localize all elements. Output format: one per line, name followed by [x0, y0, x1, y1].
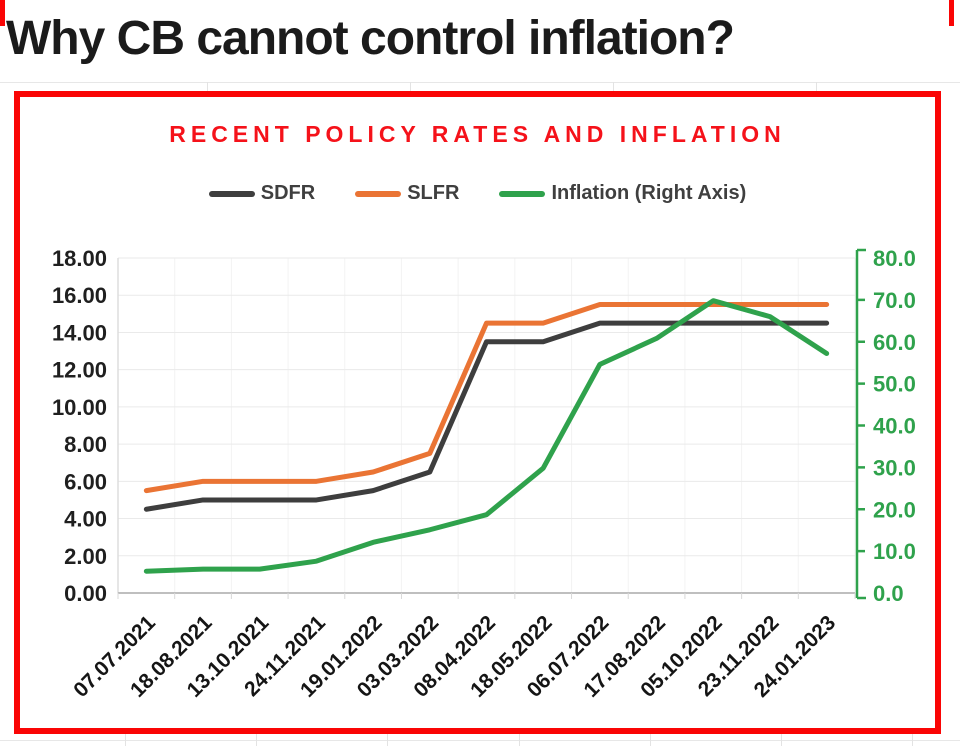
sheet-column-tick [816, 82, 817, 91]
sheet-column-tick [781, 730, 782, 746]
chart-legend: SDFR SLFR Inflation (Right Axis) [20, 182, 935, 205]
legend-line-swatch [499, 190, 546, 197]
chart-title: RECENT POLICY RATES AND INFLATION [169, 121, 786, 147]
legend-item-inflation-right-axis: Inflation (Right Axis) [499, 182, 746, 205]
legend-label: SDFR [260, 182, 316, 204]
sheet-gridline-top [0, 82, 960, 83]
legend-line-swatch [208, 190, 255, 197]
legend-label: SLFR [407, 182, 460, 204]
outer-frame-fragment-right [949, 0, 954, 26]
legend-label: Inflation (Right Axis) [551, 182, 747, 204]
sheet-column-tick [125, 730, 126, 746]
legend-item-sdfr: SDFR [208, 182, 316, 205]
legend-item-slfr: SLFR [355, 182, 459, 205]
outer-frame-fragment-left [0, 0, 5, 26]
sheet-column-tick [519, 730, 520, 746]
sheet-column-tick [387, 730, 388, 746]
sheet-column-tick [410, 82, 411, 91]
page-title: Why CB cannot control inflation? [6, 12, 735, 65]
sheet-column-tick [256, 730, 257, 746]
legend-line-swatch [355, 190, 402, 197]
chart-container: RECENT POLICY RATES AND INFLATION SDFR SL… [14, 91, 941, 734]
sheet-column-tick [613, 82, 614, 91]
sheet-column-tick [207, 82, 208, 91]
sheet-column-tick [650, 730, 651, 746]
sheet-gridline-bottom [0, 740, 960, 741]
sheet-column-tick [912, 730, 913, 746]
